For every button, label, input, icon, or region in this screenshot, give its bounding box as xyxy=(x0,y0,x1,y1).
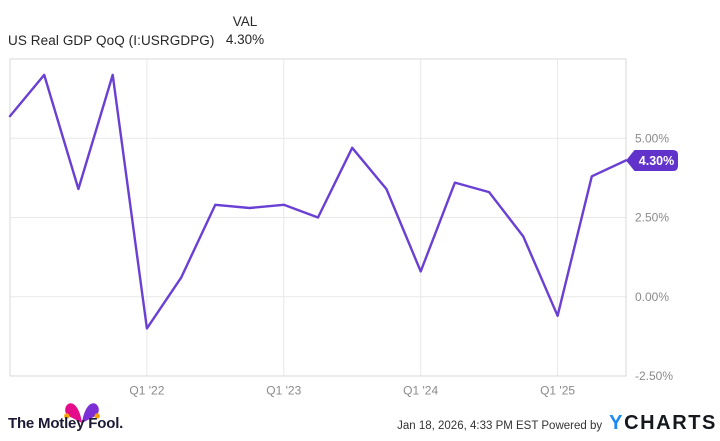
x-tick-label: Q1 '22 xyxy=(129,384,164,398)
series-title: US Real GDP QoQ (I:USRGDPG) xyxy=(8,33,215,48)
x-tick-label: Q1 '24 xyxy=(403,384,438,398)
ycharts-logo-charts: CHARTS xyxy=(624,412,717,434)
ycharts-logo-y: Y xyxy=(609,412,625,434)
motley-fool-jester-hat-icon xyxy=(64,403,100,423)
x-tick-label: Q1 '23 xyxy=(266,384,301,398)
value-tag xyxy=(626,149,678,171)
y-tick-label: 0.00% xyxy=(635,290,669,304)
timestamp: Jan 18, 2026, 4:33 PM EST Powered by xyxy=(397,420,602,432)
y-tick-label: -2.50% xyxy=(635,369,673,383)
y-tick-label: 5.00% xyxy=(635,131,669,145)
value-tag-label: 4.30% xyxy=(639,154,674,168)
chart-timestamp: Jan 18, 2026, 4:33 PM EST xyxy=(397,420,539,432)
x-tick-label: Q1 '25 xyxy=(540,384,575,398)
series-line xyxy=(8,73,628,330)
val-column-header: VAL xyxy=(232,14,258,29)
val-current-value: 4.30% xyxy=(225,32,265,47)
ycharts-logo: YCHARTS xyxy=(609,412,717,435)
val-column: VAL 4.30% xyxy=(214,14,276,47)
y-tick-label: 2.50% xyxy=(635,211,669,225)
powered-by-label: Powered by xyxy=(541,420,603,432)
plot-border xyxy=(9,58,627,377)
attribution: Jan 18, 2026, 4:33 PM EST Powered by YCH… xyxy=(397,412,717,435)
motley-fool-logo-text: The Motley Fool. xyxy=(8,415,124,432)
